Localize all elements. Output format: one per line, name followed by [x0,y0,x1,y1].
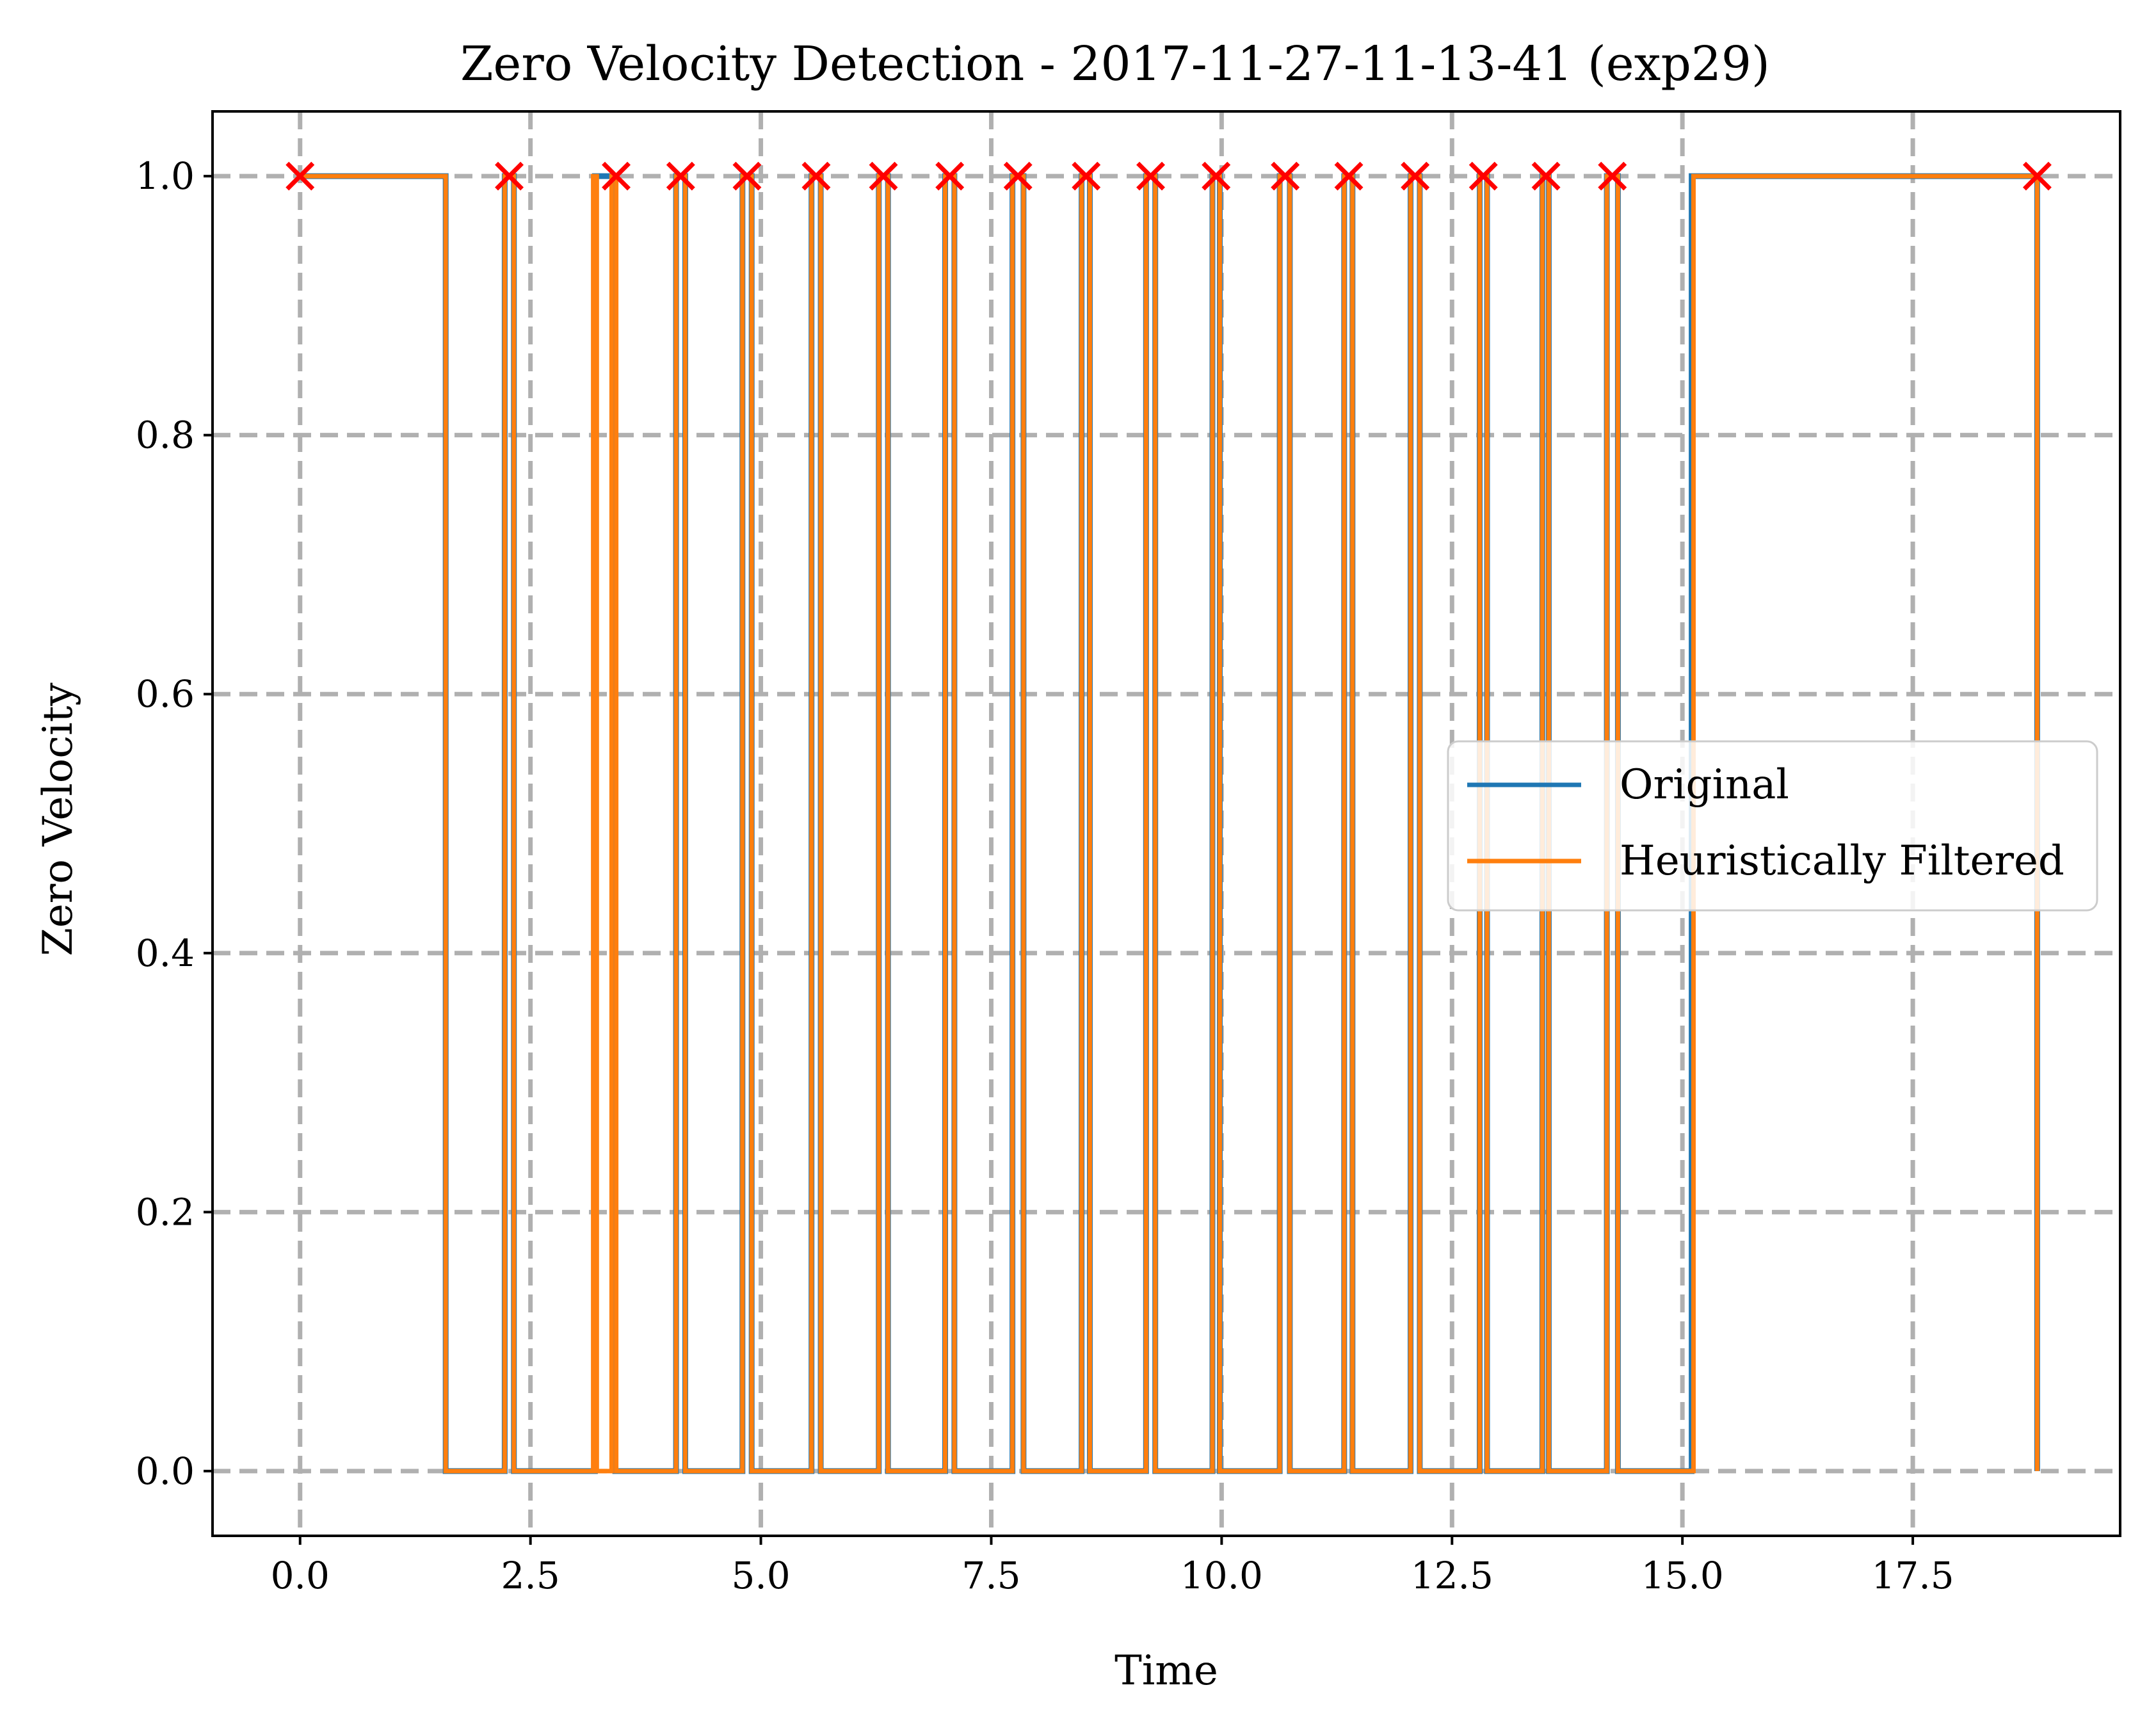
x-tick-label: 17.5 [1872,1554,1954,1597]
x-tick-label: 0.0 [271,1554,330,1597]
x-tick-label: 7.5 [961,1554,1020,1597]
y-tick-label: 0.2 [136,1190,195,1234]
y-tick-label: 0.0 [136,1449,195,1493]
x-tick-label: 2.5 [501,1554,560,1597]
y-tick-label: 0.4 [136,931,195,975]
legend-label-heuristically-filtered: Heuristically Filtered [1620,837,2064,885]
chart-title: Zero Velocity Detection - 2017-11-27-11-… [460,36,1770,92]
x-tick-label: 15.0 [1641,1554,1724,1597]
x-tick-label: 5.0 [731,1554,790,1597]
y-tick-label: 0.6 [136,672,195,716]
y-tick-label: 0.8 [136,414,195,457]
x-tick-label: 10.0 [1180,1554,1263,1597]
y-tick-label: 1.0 [136,154,195,198]
y-axis-label: Zero Velocity [35,682,82,956]
legend: Original Heuristically Filtered [1448,741,2097,910]
x-axis-label: Time [1114,1647,1218,1695]
x-tick-label: 12.5 [1411,1554,1493,1597]
legend-label-original: Original [1620,761,1789,809]
